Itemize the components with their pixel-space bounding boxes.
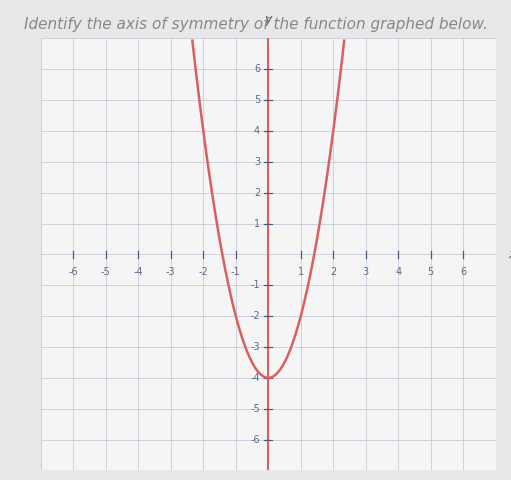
Text: 4: 4 — [254, 126, 260, 136]
Text: y: y — [265, 13, 272, 26]
Text: 3: 3 — [363, 267, 369, 277]
Text: 3: 3 — [254, 157, 260, 167]
Text: 1: 1 — [298, 267, 304, 277]
Text: 2: 2 — [330, 267, 336, 277]
Text: 5: 5 — [254, 95, 260, 105]
Text: -2: -2 — [198, 267, 208, 277]
Text: 6: 6 — [254, 64, 260, 74]
Text: x: x — [508, 248, 511, 261]
Text: -6: -6 — [68, 267, 78, 277]
Text: 5: 5 — [428, 267, 434, 277]
Text: -1: -1 — [231, 267, 241, 277]
Text: -5: -5 — [250, 404, 260, 414]
Text: 2: 2 — [254, 188, 260, 198]
Text: 1: 1 — [254, 218, 260, 228]
Text: -4: -4 — [250, 373, 260, 383]
Text: -2: -2 — [250, 311, 260, 321]
Text: -4: -4 — [133, 267, 143, 277]
Text: 4: 4 — [395, 267, 401, 277]
Text: -1: -1 — [250, 280, 260, 290]
Text: 6: 6 — [460, 267, 466, 277]
Text: -5: -5 — [101, 267, 111, 277]
Text: -3: -3 — [250, 342, 260, 352]
Text: Identify the axis of symmetry of the function graphed below.: Identify the axis of symmetry of the fun… — [24, 17, 487, 32]
Text: -6: -6 — [250, 434, 260, 444]
Text: -3: -3 — [166, 267, 176, 277]
